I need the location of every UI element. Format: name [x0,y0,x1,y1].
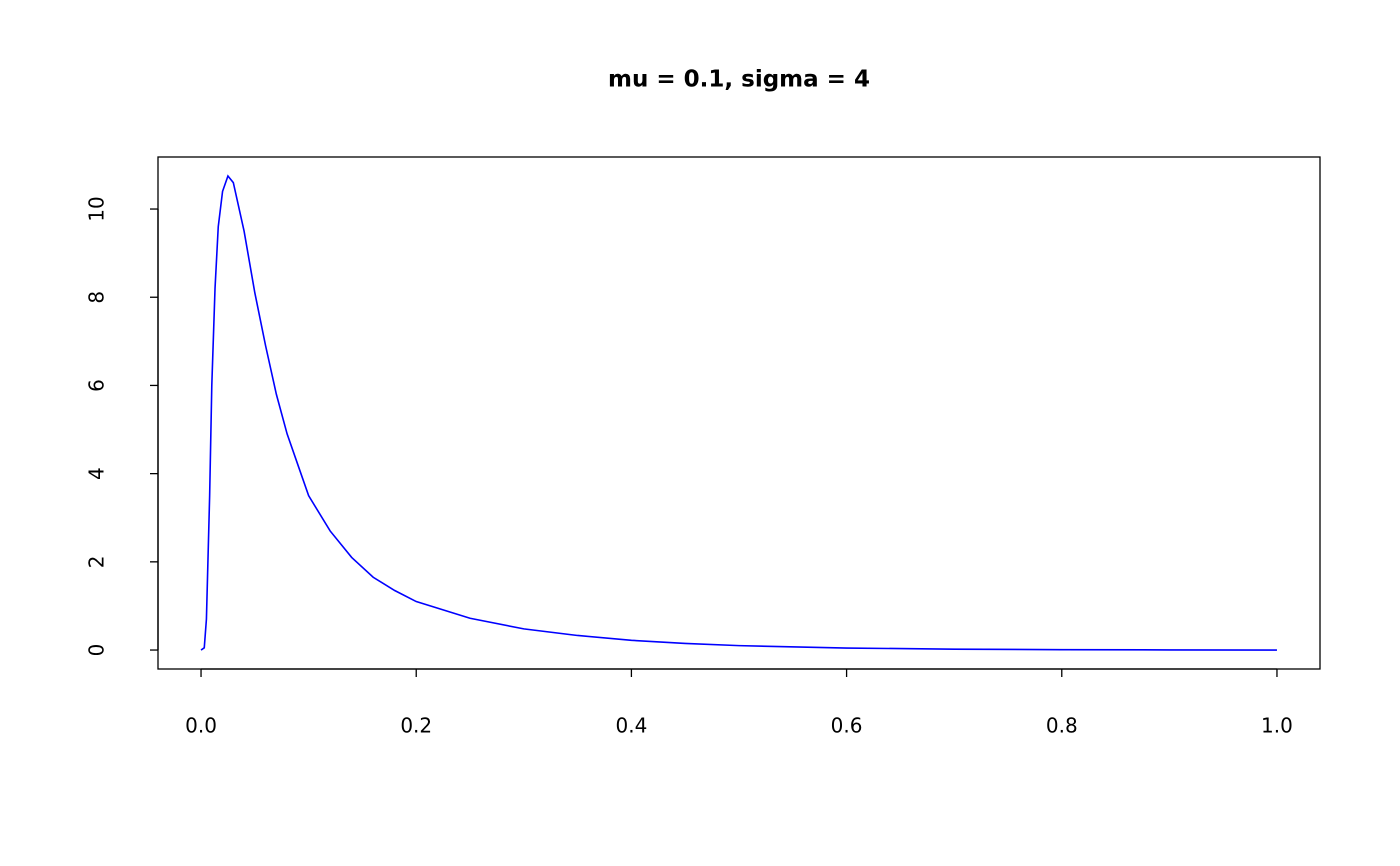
density-line [200,174,1277,651]
x-tick-label: 0.4 [616,714,648,738]
x-tick-label: 1.0 [1261,714,1293,738]
x-tick-label: 0.8 [1046,714,1078,738]
y-tick-label: 8 [85,291,109,304]
y-tick-label: 4 [85,467,109,480]
y-tick-label: 2 [85,555,109,568]
y-tick-label: 10 [85,196,109,221]
plot-box [157,156,1321,670]
y-tick-label: 0 [85,644,109,657]
x-tick-label: 0.0 [185,714,217,738]
chart-title: mu = 0.1, sigma = 4 [608,67,870,93]
y-tick-label: 6 [85,379,109,392]
x-tick-label: 0.6 [831,714,863,738]
x-tick-label: 0.2 [400,714,432,738]
